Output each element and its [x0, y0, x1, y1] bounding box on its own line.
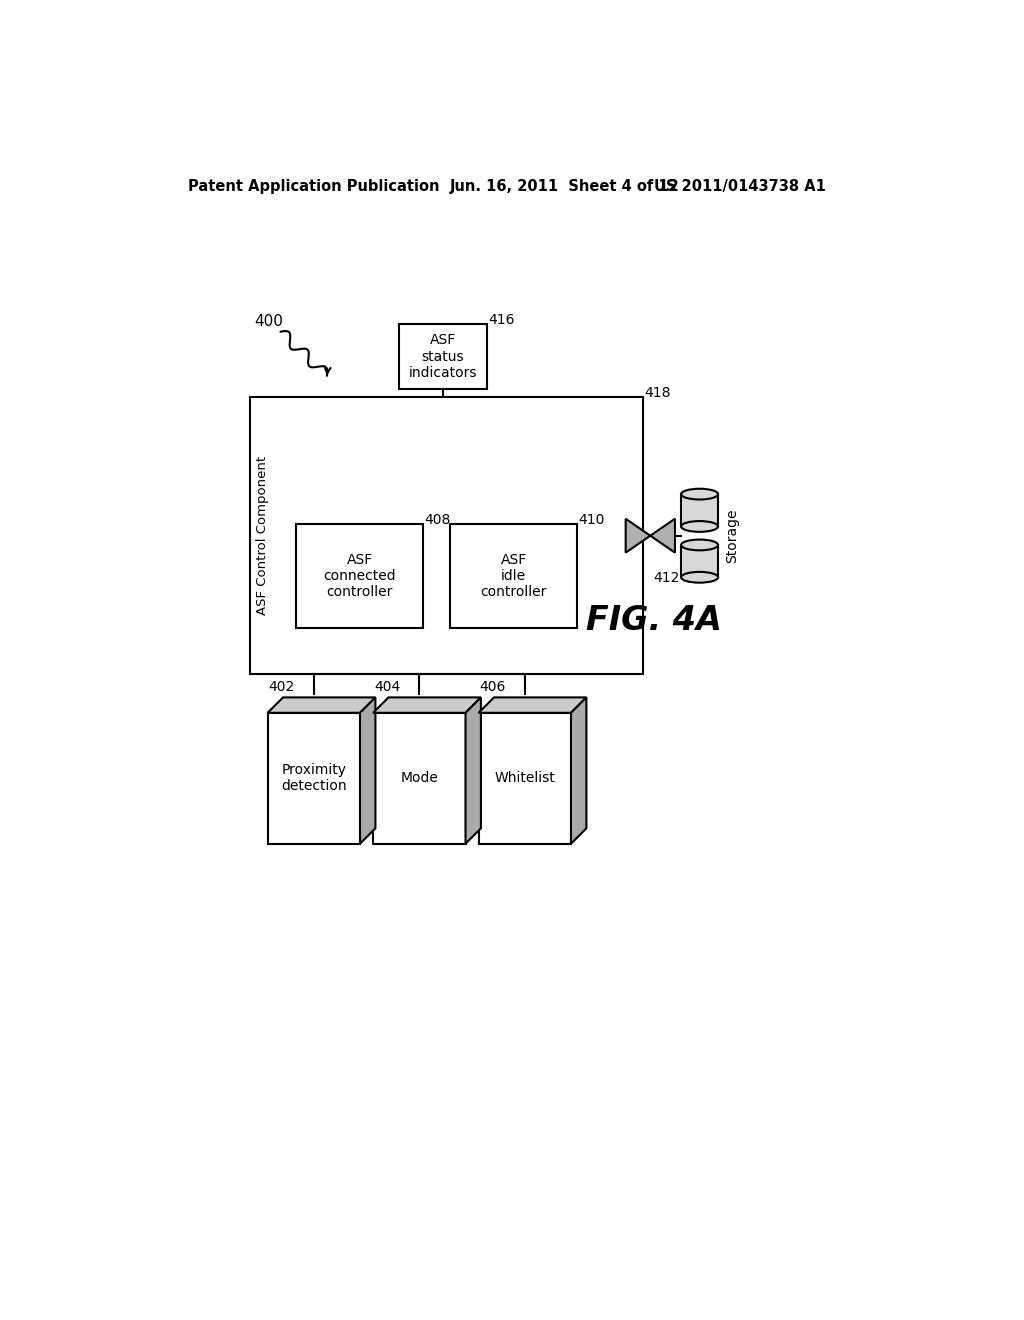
- Text: FIG. 4A: FIG. 4A: [586, 605, 722, 638]
- Bar: [681, 545, 718, 577]
- Text: 416: 416: [488, 313, 515, 327]
- Polygon shape: [360, 697, 376, 843]
- Text: 418: 418: [644, 387, 671, 400]
- Text: 406: 406: [479, 680, 506, 693]
- Bar: [296, 524, 423, 628]
- Ellipse shape: [681, 572, 718, 582]
- Ellipse shape: [681, 521, 718, 532]
- Text: 404: 404: [374, 680, 400, 693]
- Text: 402: 402: [268, 680, 295, 693]
- Text: ASF Control Component: ASF Control Component: [256, 457, 268, 615]
- Polygon shape: [466, 697, 481, 843]
- Polygon shape: [267, 713, 360, 843]
- Text: ASF
status
indicators: ASF status indicators: [409, 334, 477, 380]
- Polygon shape: [373, 713, 466, 843]
- Ellipse shape: [681, 488, 718, 499]
- Text: 412: 412: [653, 572, 680, 585]
- Polygon shape: [478, 713, 571, 843]
- Text: 408: 408: [425, 513, 452, 527]
- Text: Storage: Storage: [725, 508, 739, 562]
- Bar: [681, 494, 718, 527]
- Text: US 2011/0143738 A1: US 2011/0143738 A1: [654, 180, 826, 194]
- Text: 410: 410: [579, 513, 605, 527]
- Polygon shape: [650, 519, 675, 553]
- Ellipse shape: [681, 540, 718, 550]
- Polygon shape: [626, 519, 650, 553]
- Text: Whitelist: Whitelist: [495, 771, 555, 785]
- Polygon shape: [267, 697, 376, 713]
- Text: Proximity
detection: Proximity detection: [281, 763, 347, 793]
- Text: Patent Application Publication: Patent Application Publication: [188, 180, 440, 194]
- Polygon shape: [478, 697, 587, 713]
- Polygon shape: [571, 697, 587, 843]
- Text: ASF
connected
controller: ASF connected controller: [324, 553, 396, 599]
- Bar: [451, 524, 578, 628]
- Text: Jun. 16, 2011  Sheet 4 of 12: Jun. 16, 2011 Sheet 4 of 12: [451, 180, 680, 194]
- Bar: [398, 323, 487, 389]
- Text: ASF
idle
controller: ASF idle controller: [480, 553, 547, 599]
- Bar: [250, 397, 643, 675]
- Text: 400: 400: [255, 314, 284, 329]
- Text: Mode: Mode: [400, 771, 438, 785]
- Polygon shape: [373, 697, 481, 713]
